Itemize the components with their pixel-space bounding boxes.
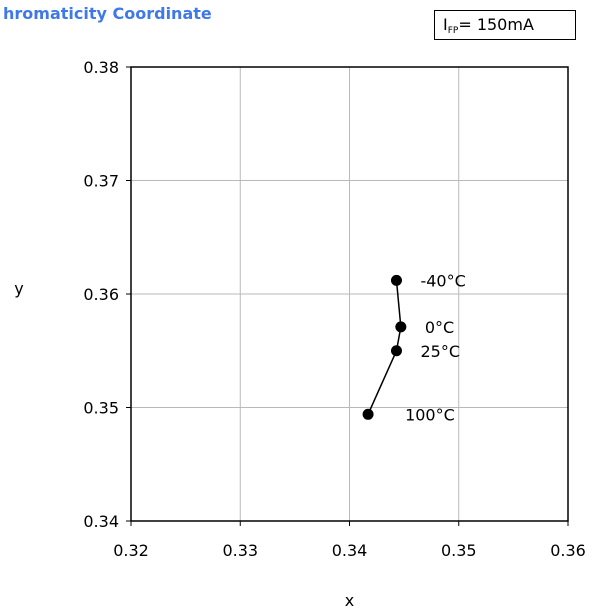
data-series: -40°C 0°C 25°C 100°C	[362, 271, 466, 424]
chart-title: hromaticity Coordinate	[3, 4, 212, 23]
x-tick-label: 0.35	[441, 541, 477, 560]
y-tick-label: 0.36	[83, 285, 119, 304]
y-tick-label: 0.37	[83, 172, 119, 191]
tick-labels: 0.32 0.33 0.34 0.35 0.36 0.34 0.35 0.36 0.37 0.38	[83, 58, 585, 560]
condition-symbol: I	[443, 15, 448, 34]
data-point	[390, 345, 402, 357]
data-label: -40°C	[420, 271, 465, 290]
data-point	[362, 408, 374, 420]
x-axis-label: x	[345, 591, 354, 609]
grid-lines	[126, 66, 569, 526]
data-label: 100°C	[405, 405, 455, 424]
y-axis-label: y	[14, 279, 23, 298]
data-point	[390, 274, 402, 286]
series-line	[367, 280, 402, 415]
x-tick-label: 0.36	[550, 541, 586, 560]
x-tick-label: 0.32	[113, 541, 149, 560]
data-point	[395, 321, 407, 333]
y-tick-label: 0.38	[83, 58, 119, 77]
data-label: 25°C	[420, 342, 460, 361]
y-tick-label: 0.35	[83, 399, 119, 418]
plot-area	[130, 66, 569, 522]
data-label: 0°C	[425, 318, 454, 337]
condition-box: IFP= 150mA	[434, 10, 576, 40]
y-tick-label: 0.34	[83, 512, 119, 531]
condition-value: = 150mA	[458, 15, 534, 34]
x-tick-label: 0.33	[222, 541, 258, 560]
x-tick-label: 0.34	[332, 541, 368, 560]
condition-subscript: FP	[447, 26, 459, 36]
